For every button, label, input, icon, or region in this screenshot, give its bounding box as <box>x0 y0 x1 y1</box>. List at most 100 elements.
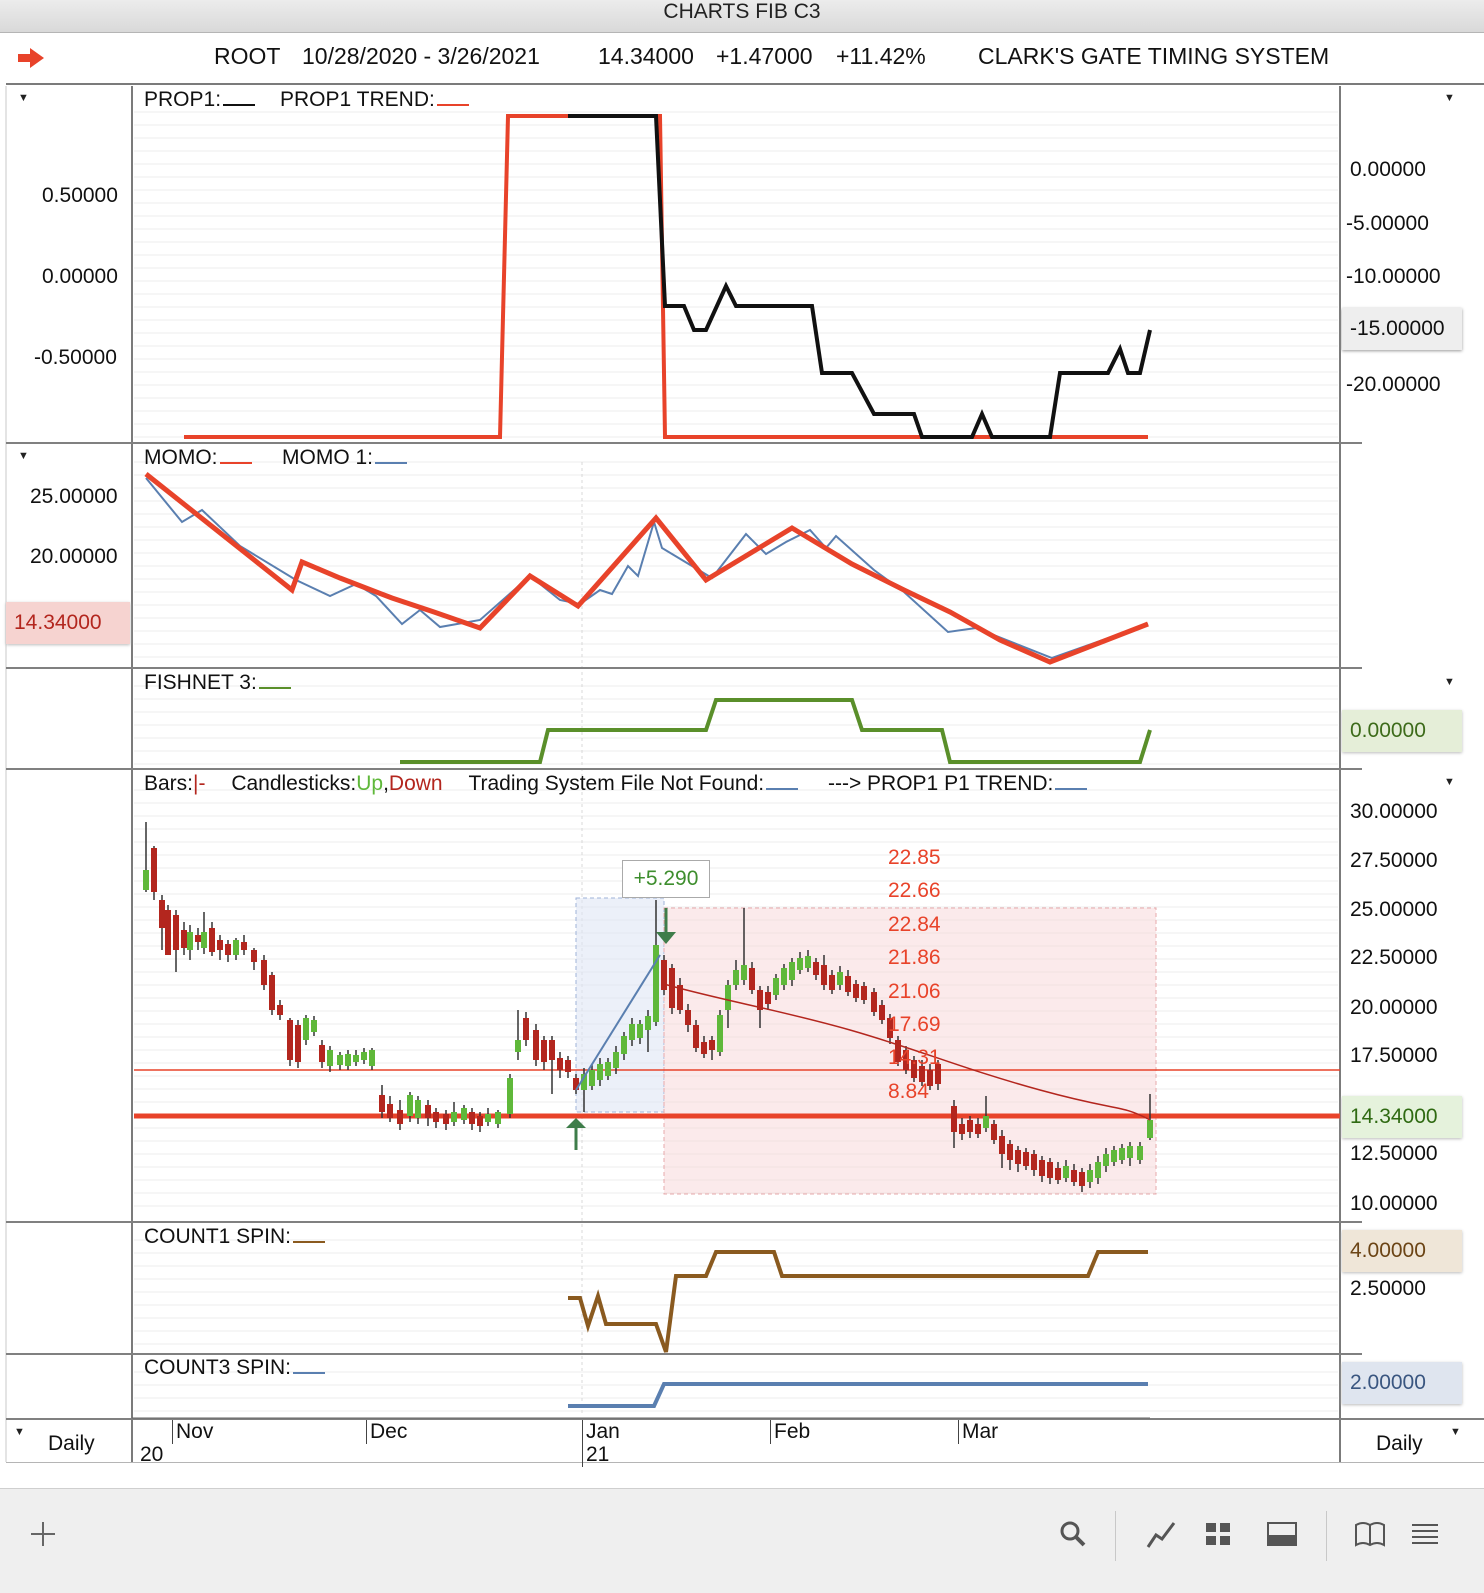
candle-body <box>303 1018 309 1040</box>
candle-body <box>469 1112 475 1124</box>
candle-body <box>187 932 193 950</box>
candle-body <box>533 1030 539 1060</box>
date-range: 10/28/2020 - 3/26/2021 <box>302 43 540 69</box>
candle-body <box>805 956 811 968</box>
period-right[interactable]: Daily <box>1376 1432 1423 1455</box>
candle-body <box>225 944 231 955</box>
candle-body <box>813 962 819 975</box>
y-tick: 12.50000 <box>1350 1142 1438 1165</box>
candle-body <box>397 1110 403 1124</box>
panel-menu-icon[interactable]: ▼ <box>18 450 29 462</box>
candle-body <box>959 1124 965 1134</box>
candle-body <box>967 1120 973 1132</box>
candle-body <box>1079 1172 1085 1186</box>
candle-body <box>369 1050 375 1066</box>
fib-box <box>663 907 1157 1195</box>
panel-menu-icon[interactable]: ▼ <box>1444 776 1455 788</box>
plus-icon[interactable] <box>28 1519 58 1554</box>
candle-body <box>311 1020 317 1032</box>
draw-line-icon[interactable] <box>1146 1519 1176 1554</box>
count3-legend: COUNT3 SPIN: <box>144 1356 326 1380</box>
panel-menu-icon[interactable]: ▼ <box>18 92 29 104</box>
candle-body <box>935 1064 941 1084</box>
period-menu-icon[interactable]: ▼ <box>1450 1426 1461 1438</box>
y-tick: 27.50000 <box>1350 849 1438 872</box>
candle-body <box>701 1042 707 1054</box>
candle-body <box>1087 1170 1093 1182</box>
candle-body <box>387 1104 393 1118</box>
candle-body <box>927 1070 933 1086</box>
period-left[interactable]: Daily <box>48 1432 95 1455</box>
price-current-badge: 14.34000 <box>1342 1096 1462 1138</box>
panel-separator <box>6 1221 1362 1223</box>
prop1-line <box>568 114 1152 439</box>
search-icon[interactable] <box>1058 1519 1088 1554</box>
candle-body <box>669 968 675 1008</box>
candle-body <box>991 1124 997 1140</box>
prop1-trend-legend: PROP1 TREND: <box>280 88 469 112</box>
candle-body <box>269 975 275 1010</box>
candle-body <box>151 848 157 892</box>
percent-change: +11.42% <box>836 43 926 69</box>
fib-level-label: 22.84 <box>888 913 941 936</box>
fib-level-label: 17.69 <box>888 1013 941 1036</box>
candle-body <box>653 945 659 1022</box>
symbol-name: ROOT <box>214 43 281 69</box>
candle-body <box>181 930 187 948</box>
red-arrow-icon[interactable] <box>16 46 46 75</box>
candle-body <box>261 960 267 985</box>
panel-separator <box>6 768 1362 770</box>
candle-body <box>451 1112 457 1122</box>
candle-body <box>685 1010 691 1025</box>
momo1-legend: MOMO 1: <box>282 446 408 470</box>
candle-body <box>871 992 877 1012</box>
month-label: Feb <box>770 1420 810 1444</box>
grid-icon[interactable] <box>1204 1519 1234 1554</box>
y-tick-highlight: -15.00000 <box>1342 308 1462 350</box>
candle-body <box>709 1040 715 1050</box>
toolbar-divider <box>1326 1511 1327 1561</box>
fishnet3-line <box>400 698 1152 764</box>
candle-body <box>195 935 201 942</box>
panel-menu-icon[interactable]: ▼ <box>1444 92 1455 104</box>
panel-separator <box>6 1353 1362 1355</box>
candle-body <box>549 1040 555 1060</box>
candle-body <box>637 1024 643 1038</box>
candle-body <box>1023 1152 1029 1166</box>
candlesticks <box>143 822 1153 1192</box>
candle-body <box>853 984 859 998</box>
prop1-legend: PROP1: <box>144 88 256 112</box>
symbol-info-bar: ROOT 10/28/2020 - 3/26/2021 14.34000 +1.… <box>6 33 1484 85</box>
panel-icon[interactable] <box>1266 1519 1298 1554</box>
candle-body <box>1119 1148 1125 1160</box>
period-menu-icon[interactable]: ▼ <box>14 1426 25 1438</box>
candle-body <box>733 970 739 985</box>
candle-body <box>757 990 763 1010</box>
book-icon[interactable] <box>1354 1519 1386 1554</box>
count1-current-badge: 4.00000 <box>1342 1230 1462 1272</box>
momo-current-badge: 14.34000 <box>6 602 130 644</box>
panel-menu-icon[interactable]: ▼ <box>1444 676 1455 688</box>
candle-body <box>1055 1168 1061 1180</box>
candle-body <box>1047 1162 1053 1178</box>
momo-line <box>144 472 1149 665</box>
candle-body <box>725 985 731 1010</box>
candle-body <box>765 992 771 1004</box>
panel-separator <box>6 667 1362 669</box>
menu-icon[interactable] <box>1410 1519 1440 1554</box>
candle-body <box>573 1078 579 1090</box>
candle-body <box>443 1114 449 1124</box>
candle-body <box>1007 1144 1013 1160</box>
candle-body <box>645 1016 651 1030</box>
candle-body <box>345 1054 351 1066</box>
year-label: 20 <box>140 1443 164 1466</box>
candle-body <box>1103 1154 1109 1166</box>
candle-body <box>1147 1120 1153 1138</box>
chart-area[interactable] <box>0 0 1484 1488</box>
candle-body <box>353 1055 359 1062</box>
candle-body <box>433 1112 439 1122</box>
fib-level-label: 22.66 <box>888 879 941 902</box>
window-title-bar: CHARTS FIB C3 <box>0 0 1484 33</box>
candle-body <box>781 968 787 985</box>
y-tick: 25.00000 <box>30 485 118 508</box>
